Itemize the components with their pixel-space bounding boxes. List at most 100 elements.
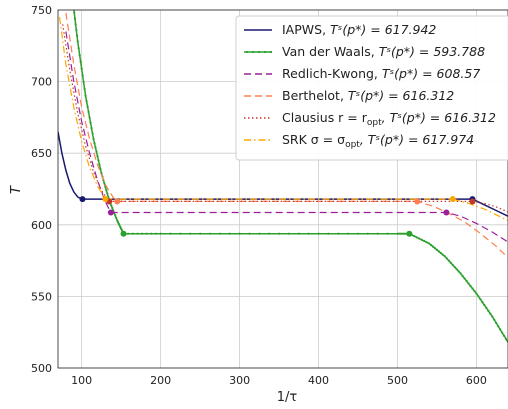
series-marker [114,214,117,217]
endpoint-dot [469,198,476,205]
series-marker [88,116,91,119]
series-marker [110,204,113,207]
y-tick-label: 550 [31,290,52,303]
legend-label: IAPWS, Tˢ(p*) = 617.942 [282,22,436,37]
series-marker [140,232,144,235]
series-marker [423,239,426,243]
series-marker [117,222,120,225]
y-tick-label: 650 [31,147,52,160]
series-marker [497,325,500,328]
series-marker [449,261,452,264]
series-marker [238,232,241,235]
series-marker [441,253,444,256]
series-marker [487,309,490,312]
x-tick-label: 300 [229,374,250,387]
series-marker [199,232,202,235]
y-tick-label: 500 [31,362,52,375]
series-marker [425,241,428,244]
y-tick-label: 700 [31,76,52,89]
series-marker [433,247,437,250]
series-marker [502,334,506,337]
series-marker [437,250,441,253]
series-marker [463,277,466,280]
series-marker [418,237,421,240]
series-marker [127,232,130,235]
series-line [65,31,508,243]
series-marker [307,232,310,235]
legend-marker [251,50,255,54]
series-marker [297,232,300,235]
series-marker [268,232,271,235]
series-marker [91,132,94,135]
endpoint-dot [79,196,86,203]
series-marker [189,232,192,235]
x-tick-label: 100 [71,374,92,387]
series-marker [74,23,77,26]
series-marker [73,11,76,14]
series-marker [82,81,85,84]
series-marker [115,216,118,220]
endpoint-dot [414,198,421,205]
endpoint-dot [114,198,121,205]
endpoint-dot [102,196,109,203]
series-marker [96,154,99,158]
series-marker [337,232,340,235]
series-marker [76,40,79,43]
legend-marker [257,50,261,54]
series-marker [106,192,109,195]
series-marker [435,248,439,251]
series-marker [85,100,88,103]
series-marker [116,221,120,224]
series-marker [459,272,462,275]
series-marker [483,303,486,307]
series-marker [95,150,98,153]
series-marker [248,232,251,235]
series-marker [78,54,81,57]
series-marker [136,232,139,235]
y-tick-label: 600 [31,219,52,232]
series-marker [473,289,476,293]
series-marker [98,163,101,166]
series-marker [376,232,379,235]
series-marker [504,337,508,341]
series-marker [420,238,423,241]
series-marker [455,268,458,271]
series-marker [72,0,74,2]
series-marker [103,182,106,185]
series-marker [427,242,431,245]
series-marker [287,232,291,235]
series-marker [347,232,350,235]
series-marker [431,245,435,248]
series-marker [413,235,416,238]
series-marker [317,232,320,235]
series-marker [81,74,84,77]
series-line [62,24,508,213]
series-marker [445,257,448,260]
series-marker [111,206,114,210]
series-marker [481,301,484,304]
plot-frame [57,9,508,369]
series-marker [120,227,123,230]
series-marker [93,142,96,145]
series-marker [119,225,122,229]
series-marker [118,224,121,227]
series-marker [469,284,472,288]
series-marker [218,232,221,235]
axes: 100 200 300 400 500 600 500 550 600 650 700 750 [31,4,508,387]
series-line [58,131,508,217]
series-marker [150,232,153,235]
series-marker [457,270,460,273]
x-tick-label: 400 [308,374,329,387]
legend-marker [263,50,267,54]
x-axis-label: 1/τ [277,390,298,405]
y-axis-label: T [9,185,24,194]
series-marker [461,274,464,278]
legend: IAPWS, Tˢ(p*) = 617.942 Van der Waals, Tˢ… [235,15,508,161]
series-marker [105,189,108,192]
series-line [65,12,508,259]
endpoint-dot [120,230,127,237]
x-tick-label: 600 [466,374,487,387]
legend-label: Clausius r = ropt, Tˢ(p*) = 616.312 [282,110,496,128]
legend-label: Van der Waals, Tˢ(p*) = 593.788 [282,44,485,59]
